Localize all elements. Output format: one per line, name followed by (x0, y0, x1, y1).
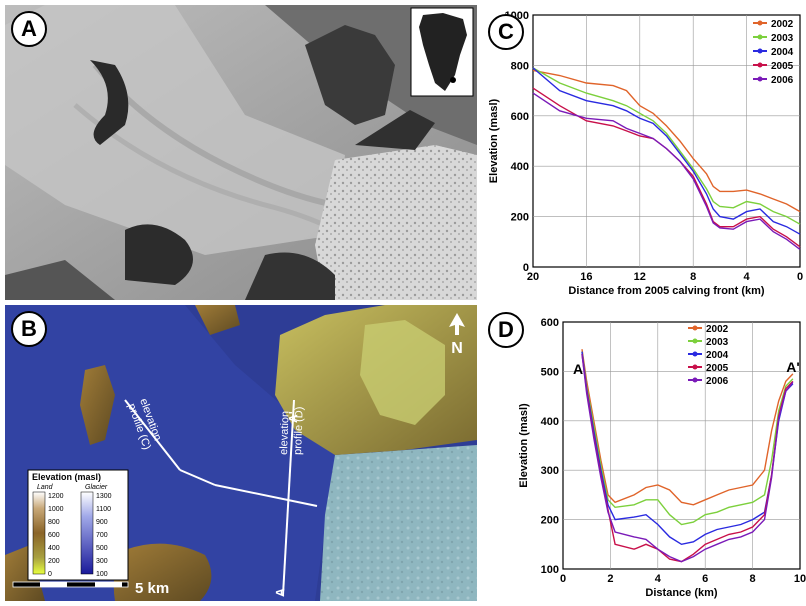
legend-land-tick: 800 (48, 519, 60, 526)
north-arrow: N (449, 313, 465, 357)
x-tick-label: 20 (527, 271, 539, 283)
elevation-map-art: elevation profile (C) elevation profile … (5, 305, 477, 601)
legend-label-2002: 2002 (706, 324, 729, 335)
legend-label-2004: 2004 (771, 47, 794, 58)
y-tick-label: 600 (541, 317, 559, 329)
profile-d-label-line2: profile (D) (292, 406, 306, 455)
scale-bar-label: 5 km (135, 580, 169, 597)
y-tick-label: 300 (541, 465, 559, 477)
legend-land-tick: 600 (48, 532, 60, 539)
legend-glacier-tick: 700 (96, 532, 108, 539)
y-tick-label: 100 (541, 564, 559, 576)
y-tick-label: 200 (511, 212, 529, 224)
legend-label-2005: 2005 (706, 363, 729, 374)
legend-label-2003: 2003 (771, 33, 794, 44)
legend-land-label: Land (37, 484, 54, 491)
point-a-label: A (273, 588, 287, 597)
panel-b-elevation-map: elevation profile (C) elevation profile … (5, 305, 477, 601)
legend-marker-2006 (757, 76, 763, 82)
legend-glacier-tick: 1300 (96, 493, 112, 500)
x-tick-label: 2 (607, 573, 613, 585)
x-tick-label: 6 (702, 573, 708, 585)
legend-land-tick: 400 (48, 545, 60, 552)
y-tick-label: 0 (523, 262, 529, 274)
panel-a-satellite-image: A (5, 5, 477, 300)
panel-b-letter: B (11, 311, 47, 347)
legend-glacier-tick: 300 (96, 558, 108, 565)
series-line-2002 (581, 349, 794, 506)
y-tick-label: 400 (541, 416, 559, 428)
y-axis-label: Elevation (masl) (518, 403, 530, 488)
x-tick-label: 10 (794, 573, 806, 585)
y-tick-label: 500 (541, 366, 559, 378)
elevation-legend: Elevation (masl) Land Glacier 1200100080… (27, 469, 129, 581)
legend-land-tick: 1000 (48, 506, 64, 513)
legend-glacier-tick: 1100 (96, 506, 111, 513)
x-tick-label: 12 (634, 271, 646, 283)
x-tick-label: 16 (580, 271, 592, 283)
legend-label-2006: 2006 (771, 75, 794, 86)
y-tick-label: 200 (541, 515, 559, 527)
x-tick-label: 4 (744, 271, 751, 283)
legend-marker-2002 (692, 325, 698, 331)
north-label: N (451, 340, 463, 357)
legend-glacier-tick: 100 (96, 571, 108, 578)
series-line-2005 (532, 87, 801, 248)
x-tick-label: 8 (750, 573, 756, 585)
series-line-2003 (532, 67, 801, 225)
profile-d-label-line1: elevation (278, 411, 292, 455)
x-tick-label: 8 (690, 271, 696, 283)
panel-a-letter: A (11, 11, 47, 47)
point-a-prime-label: A' (286, 411, 300, 423)
legend-title: Elevation (masl) (32, 472, 101, 482)
legend-marker-2004 (692, 351, 698, 357)
legend-land-tick: 200 (48, 558, 60, 565)
x-axis-label: Distance (km) (645, 587, 717, 599)
series-line-2006 (581, 354, 794, 563)
x-tick-label: 0 (560, 573, 566, 585)
legend-label-2002: 2002 (771, 19, 794, 30)
profile-point-a-prime-label: A' (786, 359, 799, 375)
series-line-2003 (581, 351, 794, 526)
profile-point-a-label: A (573, 361, 583, 377)
legend-marker-2005 (757, 62, 763, 68)
legend-label-2006: 2006 (706, 376, 729, 387)
legend-land-tick: 0 (48, 571, 52, 578)
legend-glacier-tick: 500 (96, 545, 108, 552)
legend-marker-2003 (692, 338, 698, 344)
legend-marker-2003 (757, 34, 763, 40)
legend-glacier-label: Glacier (85, 484, 108, 491)
y-tick-label: 400 (511, 161, 529, 173)
satellite-image-art (5, 5, 477, 300)
legend-marker-2006 (692, 377, 698, 383)
x-tick-label: 0 (797, 271, 803, 283)
y-axis-label: Elevation (masl) (488, 98, 500, 183)
legend-label-2004: 2004 (706, 350, 729, 361)
series-line-2004 (532, 67, 801, 235)
legend-land-tick: 1200 (48, 493, 64, 500)
plot-area (562, 321, 801, 570)
series-line-2006 (532, 92, 801, 250)
legend-marker-2002 (757, 20, 763, 26)
x-axis-label: Distance from 2005 calving front (km) (568, 285, 765, 297)
legend-glacier-tick: 900 (96, 519, 108, 526)
series-line-2002 (532, 69, 801, 213)
legend-marker-2005 (692, 364, 698, 370)
x-tick-label: 4 (655, 573, 662, 585)
y-tick-label: 600 (511, 111, 529, 123)
panel-c-letter: C (488, 14, 524, 50)
y-tick-label: 800 (511, 60, 529, 72)
plot-area (532, 14, 801, 268)
legend-label-2003: 2003 (706, 337, 729, 348)
legend-label-2005: 2005 (771, 61, 794, 72)
series-line-2004 (581, 351, 794, 546)
panel-d-letter: D (488, 312, 524, 348)
scale-bar: 5 km (12, 580, 169, 597)
legend-marker-2004 (757, 48, 763, 54)
series-line-2005 (581, 354, 794, 563)
